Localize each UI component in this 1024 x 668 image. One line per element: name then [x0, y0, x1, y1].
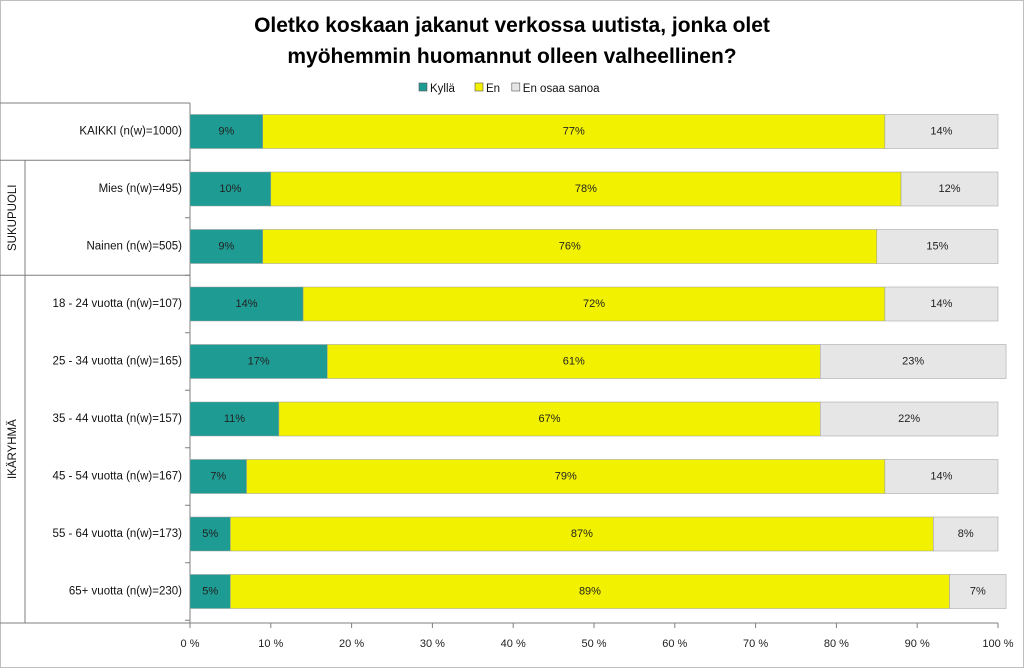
- x-tick-label-8: 80 %: [824, 638, 849, 650]
- category-label-1: Mies (n(w)=495): [99, 183, 183, 195]
- bar-1-0: [262, 114, 886, 149]
- category-label-8: 65+ vuotta (n(w)=230): [69, 586, 182, 598]
- chart-title: Oletko koskaan jakanut verkossa uutista,…: [0, 10, 1024, 72]
- data-label-0-8: 5%: [202, 585, 218, 597]
- bar-0-0: [189, 114, 263, 149]
- bar-2-0: [884, 114, 999, 149]
- bar-0-6: [189, 459, 247, 494]
- group-label-2: IKÄRYHMÄ: [7, 419, 19, 479]
- data-label-2-7: 8%: [958, 528, 974, 540]
- data-label-1-5: 67%: [539, 413, 561, 425]
- x-tick-label-9: 90 %: [905, 638, 930, 650]
- bar-2-1: [900, 171, 999, 207]
- chart-title-line-2: myöhemmin huomannut olleen valheellinen?: [287, 45, 737, 68]
- data-label-0-5: 11%: [224, 413, 245, 425]
- category-label-0: KAIKKI (n(w)=1000): [79, 126, 182, 138]
- data-label-2-4: 23%: [902, 355, 924, 367]
- data-label-1-0: 77%: [563, 125, 585, 137]
- x-tick-label-3: 30 %: [420, 638, 445, 650]
- data-label-1-4: 61%: [563, 355, 585, 367]
- data-label-1-8: 89%: [579, 585, 601, 597]
- group-label-1: SUKUPUOLI: [7, 185, 19, 251]
- bar-1-2: [262, 229, 878, 264]
- x-tick-label-5: 50 %: [581, 638, 606, 650]
- bar-0-8: [189, 574, 231, 609]
- bar-0-1: [189, 171, 272, 207]
- x-tick-label-10: 100 %: [982, 638, 1013, 650]
- chart-title-line-1: Oletko koskaan jakanut verkossa uutista,…: [254, 14, 770, 37]
- data-label-0-1: 10%: [219, 183, 241, 195]
- data-label-2-2: 15%: [926, 240, 948, 252]
- legend-label-1: En: [486, 83, 500, 95]
- bar-1-1: [270, 171, 902, 207]
- category-label-5: 35 - 44 vuotta (n(w)=157): [53, 413, 183, 425]
- data-label-2-6: 14%: [930, 470, 952, 482]
- x-tick-label-7: 70 %: [743, 638, 768, 650]
- legend-swatch-1: [474, 82, 484, 92]
- bar-0-5: [189, 401, 280, 437]
- data-label-0-3: 14%: [236, 298, 258, 310]
- data-label-2-5: 22%: [898, 413, 920, 425]
- category-label-4: 25 - 34 vuotta (n(w)=165): [53, 356, 183, 368]
- data-label-0-2: 9%: [218, 240, 234, 252]
- bar-2-5: [819, 401, 999, 437]
- data-label-0-4: 17%: [248, 355, 270, 367]
- data-label-1-3: 72%: [583, 298, 605, 310]
- data-label-0-0: 9%: [218, 125, 234, 137]
- data-label-2-3: 14%: [930, 298, 952, 310]
- x-tick-label-1: 10 %: [258, 638, 283, 650]
- bar-1-6: [246, 459, 886, 494]
- data-label-2-0: 14%: [930, 125, 952, 137]
- bar-0-7: [189, 516, 231, 552]
- legend-swatch-2: [511, 82, 521, 92]
- category-label-7: 55 - 64 vuotta (n(w)=173): [53, 528, 183, 540]
- bar-1-3: [302, 286, 886, 322]
- data-label-1-2: 76%: [559, 240, 581, 252]
- category-label-2: Nainen (n(w)=505): [86, 241, 182, 253]
- bar-0-2: [189, 229, 263, 264]
- bar-2-3: [884, 286, 999, 322]
- category-label-6: 45 - 54 vuotta (n(w)=167): [53, 471, 183, 483]
- legend-label-0: Kyllä: [430, 83, 456, 95]
- bar-1-8: [230, 574, 950, 609]
- data-label-0-6: 7%: [210, 470, 226, 482]
- bar-2-2: [876, 229, 999, 264]
- legend-label-2: En osaa sanoa: [523, 83, 600, 95]
- data-label-2-1: 12%: [939, 183, 961, 195]
- data-label-2-8: 7%: [970, 585, 986, 597]
- bar-0-4: [189, 344, 328, 379]
- x-tick-label-6: 60 %: [662, 638, 687, 650]
- bar-1-4: [327, 344, 821, 379]
- data-label-0-7: 5%: [202, 528, 218, 540]
- data-label-1-1: 78%: [575, 183, 597, 195]
- bar-2-8: [949, 574, 1007, 609]
- bar-2-7: [933, 516, 999, 552]
- bar-0-3: [189, 286, 304, 322]
- x-tick-label-0: 0 %: [181, 638, 200, 650]
- bar-2-4: [819, 344, 1007, 379]
- bar-1-5: [278, 401, 821, 437]
- bar-1-7: [230, 516, 934, 552]
- data-label-1-7: 87%: [571, 528, 593, 540]
- data-label-1-6: 79%: [555, 470, 577, 482]
- x-tick-label-2: 20 %: [339, 638, 364, 650]
- bar-2-6: [884, 459, 999, 494]
- category-label-3: 18 - 24 vuotta (n(w)=107): [53, 298, 183, 310]
- x-tick-label-4: 40 %: [501, 638, 526, 650]
- legend-swatch-0: [418, 82, 428, 92]
